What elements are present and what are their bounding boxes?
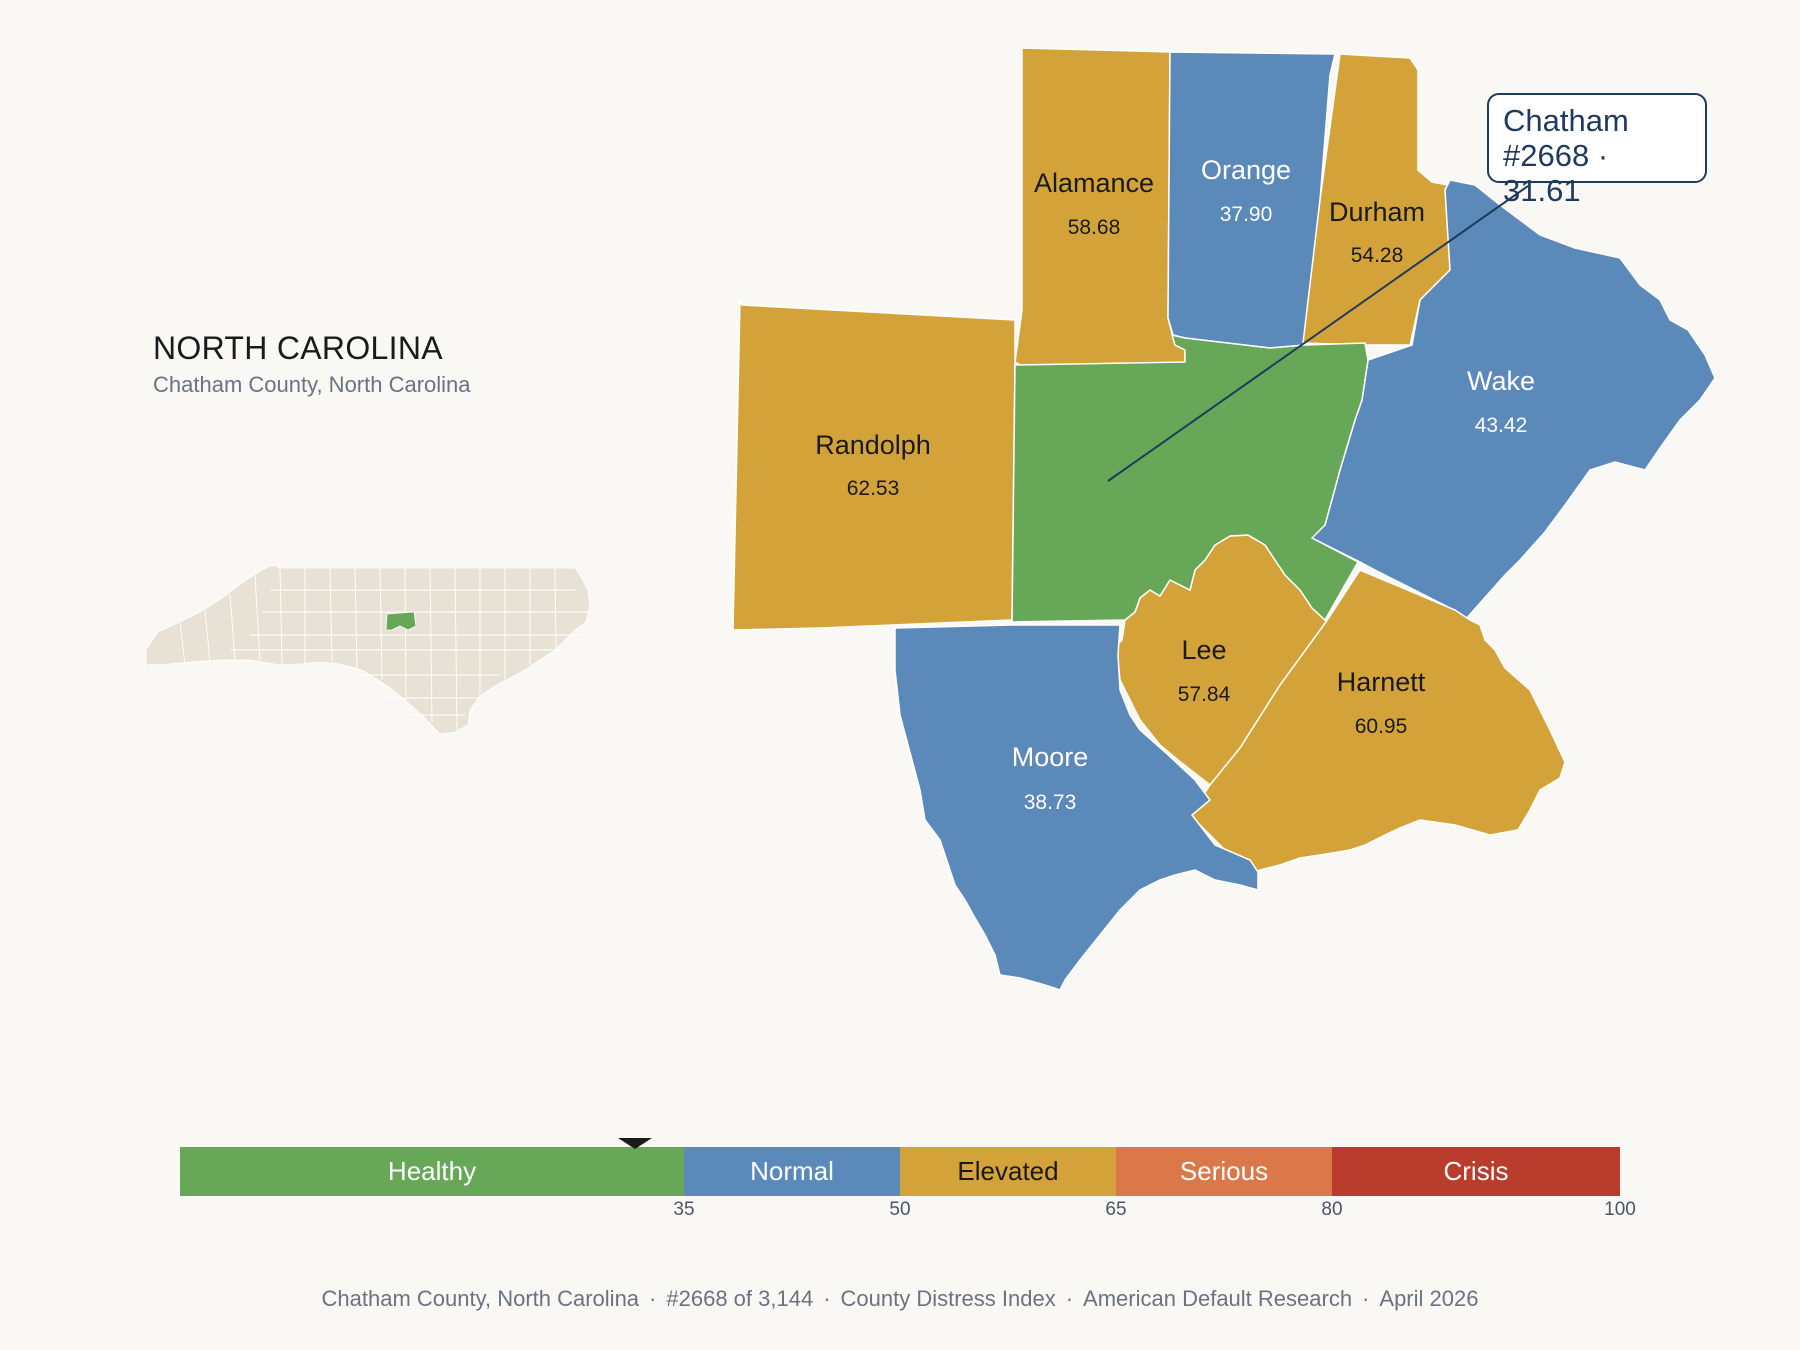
- county-labels: Alamance 58.68 Orange 37.90 Durham 54.28…: [815, 155, 1535, 814]
- legend-band-normal: Normal: [684, 1147, 900, 1196]
- label-moore-name: Moore: [1012, 742, 1089, 772]
- distress-legend-bar: Healthy Normal Elevated Serious Crisis: [180, 1147, 1620, 1196]
- label-moore-value: 38.73: [1024, 791, 1077, 814]
- legend-tick: 100: [1604, 1199, 1636, 1220]
- score-pointer-icon: [618, 1138, 653, 1149]
- footer-rank: #2668 of 3,144: [666, 1286, 814, 1311]
- inset-county-lines: [179, 565, 590, 731]
- legend-tick: 35: [673, 1199, 695, 1220]
- footer: Chatham County, North Carolina · #2668 of …: [321, 1286, 1479, 1311]
- chatham-inset-highlight: [385, 611, 417, 631]
- legend-band-serious: Serious: [1116, 1147, 1332, 1196]
- label-randolph-name: Randolph: [815, 430, 931, 460]
- label-lee-name: Lee: [1181, 635, 1226, 665]
- counties: [732, 47, 1716, 991]
- legend-band-elevated: Elevated: [900, 1147, 1116, 1196]
- legend-tick: 65: [1105, 1199, 1127, 1220]
- label-wake-name: Wake: [1467, 366, 1535, 396]
- label-alamance-name: Alamance: [1034, 168, 1154, 198]
- county-moore[interactable]: [894, 624, 1259, 991]
- legend-tick: 80: [1321, 1199, 1343, 1220]
- legend-band-healthy: Healthy: [180, 1147, 684, 1196]
- state-inset-map: [145, 565, 591, 735]
- county-alamance[interactable]: [1014, 47, 1186, 369]
- footer-date: April 2026: [1379, 1286, 1479, 1311]
- label-wake-value: 43.42: [1475, 414, 1528, 437]
- county-chatham[interactable]: [1011, 334, 1369, 623]
- selected-county-callout: Chatham #2668 · 31.61: [1487, 93, 1707, 208]
- callout-rank-score: #2668 · 31.61: [1503, 138, 1609, 208]
- callout-county-name: Chatham: [1503, 103, 1629, 138]
- label-randolph-value: 62.53: [847, 477, 900, 500]
- state-title: NORTH CAROLINA: [153, 330, 443, 366]
- footer-index: County Distress Index: [840, 1286, 1056, 1311]
- footer-county: Chatham County, North Carolina: [321, 1286, 640, 1311]
- label-lee-value: 57.84: [1178, 683, 1231, 706]
- label-orange-value: 37.90: [1220, 203, 1273, 226]
- label-durham-name: Durham: [1329, 197, 1425, 227]
- legend-band-crisis: Crisis: [1332, 1147, 1620, 1196]
- footer-source: American Default Research: [1083, 1286, 1353, 1311]
- label-alamance-value: 58.68: [1068, 216, 1121, 239]
- county-randolph[interactable]: [732, 299, 1016, 631]
- county-subtitle: Chatham County, North Carolina: [153, 372, 471, 397]
- label-harnett-name: Harnett: [1337, 667, 1426, 697]
- callout-leader-line: [1107, 185, 1529, 482]
- legend-tick: 50: [889, 1199, 911, 1220]
- label-durham-value: 54.28: [1351, 244, 1404, 267]
- label-harnett-value: 60.95: [1355, 715, 1408, 738]
- label-orange-name: Orange: [1201, 155, 1291, 185]
